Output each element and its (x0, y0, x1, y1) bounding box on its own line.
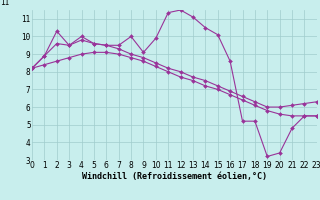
X-axis label: Windchill (Refroidissement éolien,°C): Windchill (Refroidissement éolien,°C) (82, 172, 267, 181)
Text: 11: 11 (0, 0, 9, 7)
